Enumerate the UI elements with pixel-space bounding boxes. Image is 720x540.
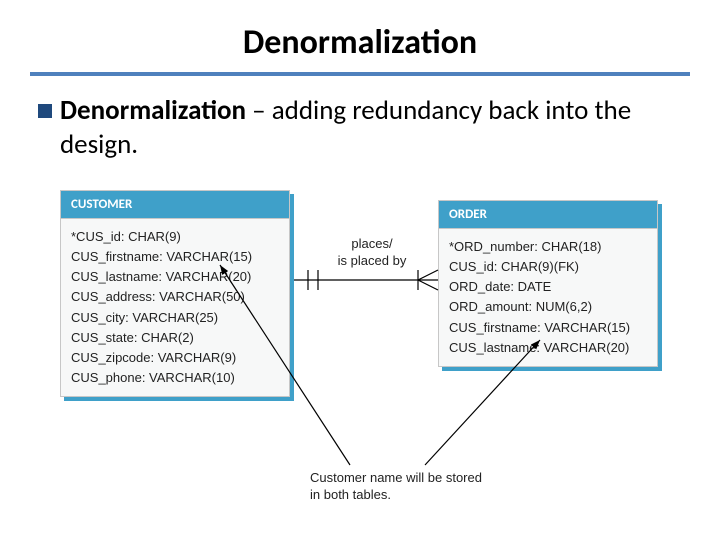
order-table-body: *ORD_number: CHAR(18)CUS_id: CHAR(9)(FK)… [439, 229, 657, 366]
order-table: ORDER *ORD_number: CHAR(18)CUS_id: CHAR(… [438, 200, 658, 367]
title-underline [30, 72, 690, 76]
bullet-row: Denormalization – adding redundancy back… [38, 94, 678, 162]
bullet-icon [38, 104, 52, 118]
order-field: CUS_id: CHAR(9)(FK) [449, 257, 647, 277]
order-field: CUS_firstname: VARCHAR(15) [449, 318, 647, 338]
customer-table: CUSTOMER *CUS_id: CHAR(9)CUS_firstname: … [60, 190, 290, 397]
customer-field: CUS_address: VARCHAR(50) [71, 287, 279, 307]
bullet-text: Denormalization – adding redundancy back… [60, 94, 678, 162]
customer-table-header: CUSTOMER [61, 191, 289, 219]
customer-field: CUS_state: CHAR(2) [71, 328, 279, 348]
slide: Denormalization Denormalization – adding… [0, 0, 720, 540]
order-field: *ORD_number: CHAR(18) [449, 237, 647, 257]
customer-field: CUS_phone: VARCHAR(10) [71, 368, 279, 388]
redundancy-caption: Customer name will be stored in both tab… [310, 470, 482, 504]
order-table-header: ORDER [439, 201, 657, 229]
caption-line1: Customer name will be stored [310, 470, 482, 485]
customer-field: CUS_firstname: VARCHAR(15) [71, 247, 279, 267]
customer-field: *CUS_id: CHAR(9) [71, 227, 279, 247]
er-diagram: CUSTOMER *CUS_id: CHAR(9)CUS_firstname: … [30, 180, 690, 520]
customer-field: CUS_lastname: VARCHAR(20) [71, 267, 279, 287]
order-field: CUS_lastname: VARCHAR(20) [449, 338, 647, 358]
relationship-label: places/ is placed by [327, 236, 417, 270]
slide-title: Denormalization [0, 22, 720, 63]
customer-field: CUS_city: VARCHAR(25) [71, 308, 279, 328]
bullet-bold: Denormalization [60, 94, 246, 127]
order-field: ORD_amount: NUM(6,2) [449, 297, 647, 317]
relationship-label-line2: is placed by [338, 253, 407, 268]
customer-table-body: *CUS_id: CHAR(9)CUS_firstname: VARCHAR(1… [61, 219, 289, 396]
customer-field: CUS_zipcode: VARCHAR(9) [71, 348, 279, 368]
caption-line2: in both tables. [310, 487, 391, 502]
relationship-label-line1: places/ [351, 236, 392, 251]
order-field: ORD_date: DATE [449, 277, 647, 297]
